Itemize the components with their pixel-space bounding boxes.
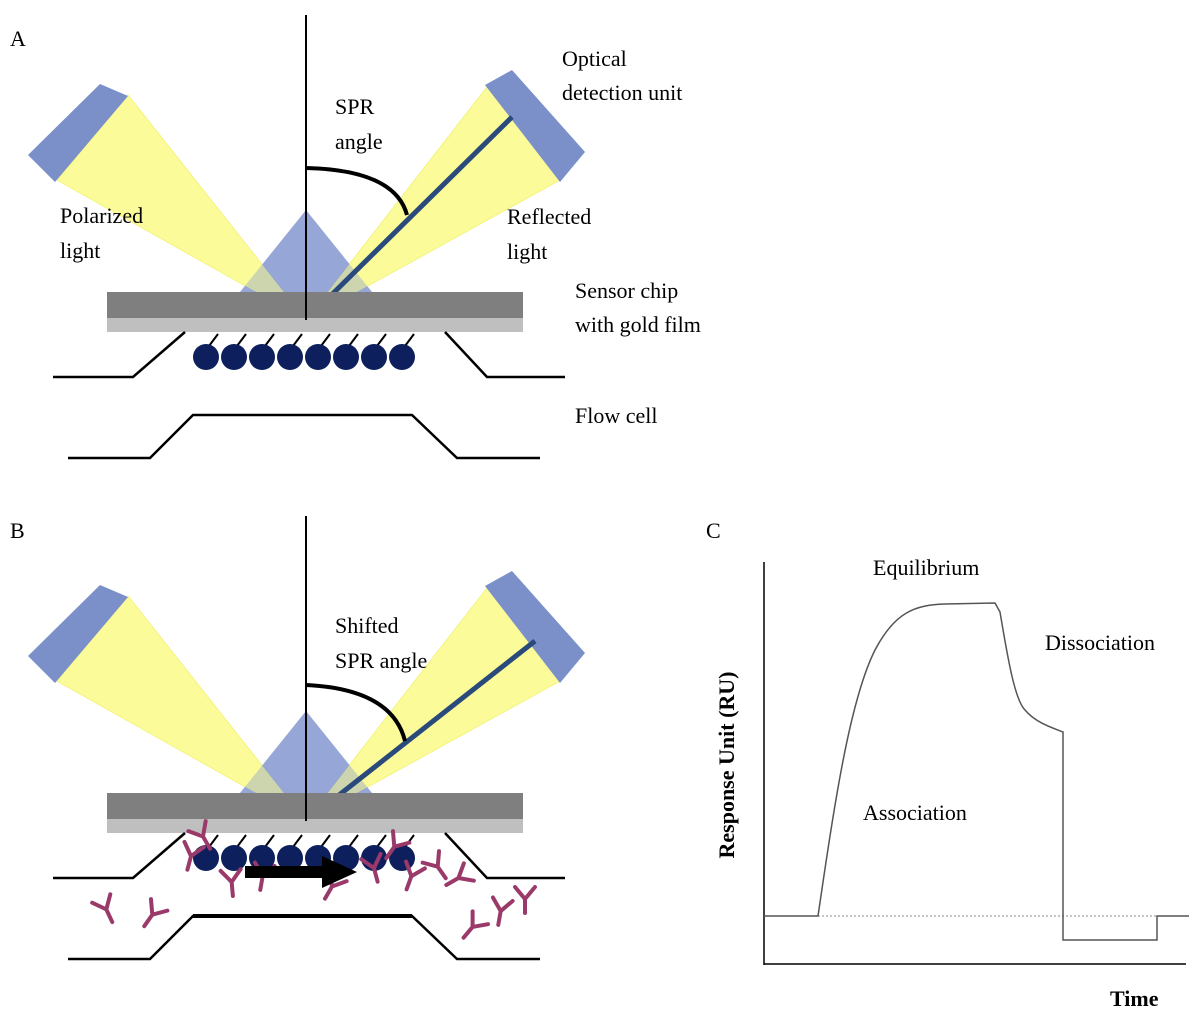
ligand [305, 344, 331, 370]
ligand [333, 344, 359, 370]
antibody [92, 894, 121, 926]
ligand [193, 344, 219, 370]
label: with gold film [575, 312, 701, 337]
ligand [361, 344, 387, 370]
flow-cell-wall [68, 415, 540, 458]
diagram-shapes [28, 15, 1189, 965]
ligand [193, 845, 219, 871]
flow-cell-wall [53, 833, 185, 878]
label: SPR angle [335, 648, 427, 673]
x-axis-label: Time [1110, 986, 1159, 1010]
label: Flow cell [575, 403, 658, 428]
panel-label: C [706, 518, 721, 543]
antibody [488, 898, 512, 927]
label: Optical [562, 46, 627, 71]
flow-cell-wall [68, 916, 540, 959]
panel-label: B [10, 518, 25, 543]
label: Reflected [507, 204, 591, 229]
label: light [60, 238, 100, 263]
label: light [507, 239, 547, 264]
spr-setup [28, 516, 585, 959]
ligand [277, 344, 303, 370]
y-axis-label: Response Unit (RU) [714, 672, 739, 859]
label: Shifted [335, 613, 399, 638]
annotation: Association [863, 800, 967, 825]
flow-cell-wall [53, 332, 185, 377]
figure: A SPR angle Optical detection unit Polar… [0, 0, 1189, 1010]
annotation: Equilibrium [873, 555, 979, 580]
angle-arc [306, 168, 407, 215]
antibody [221, 869, 243, 897]
label: Sensor chip [575, 278, 678, 303]
spr-setup [28, 15, 585, 458]
ligand [249, 344, 275, 370]
ligand [221, 845, 247, 871]
ligand [389, 344, 415, 370]
gold-film [107, 318, 523, 332]
sensor-chip [107, 793, 523, 819]
antibody [423, 851, 454, 884]
flow-cell-wall [445, 332, 565, 377]
label: angle [335, 129, 383, 154]
sensor-chip [107, 292, 523, 318]
label: Polarized [60, 203, 143, 228]
antibody [456, 911, 488, 944]
panel-label: A [10, 26, 26, 51]
gold-film [107, 819, 523, 833]
antibody [136, 899, 167, 932]
label: SPR [335, 94, 374, 119]
label: detection unit [562, 80, 682, 105]
antibody [515, 887, 535, 913]
ligand [221, 344, 247, 370]
annotation: Dissociation [1045, 630, 1155, 655]
